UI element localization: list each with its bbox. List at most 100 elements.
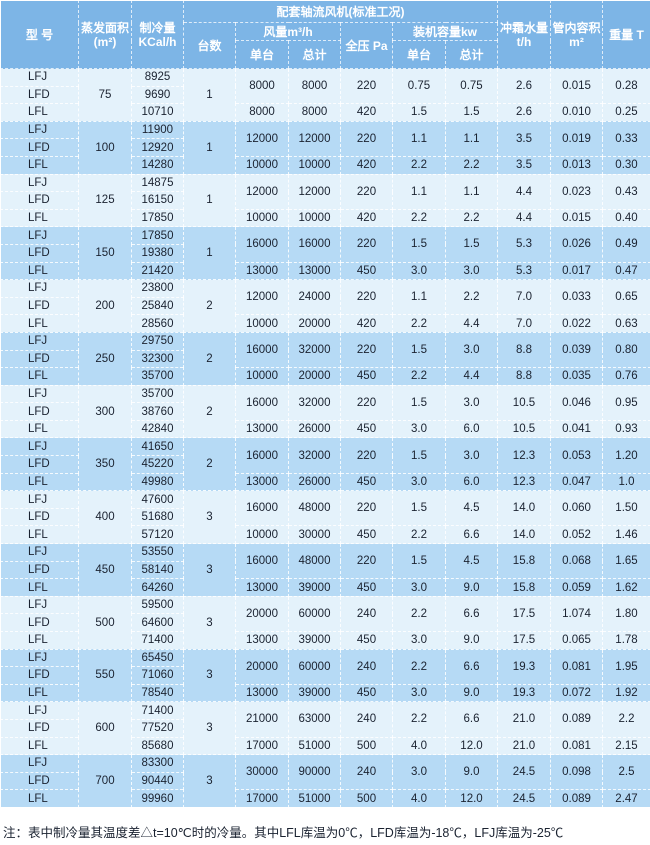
airflow-total-cell: 63000 <box>288 701 341 738</box>
table-row: LFL 14280 10000 10000 420 2.2 2.2 3.5 0.013 0.30 <box>0 155 650 175</box>
pressure-cell: 220 <box>340 279 393 316</box>
pressure-cell: 450 <box>340 631 393 650</box>
header-units: 台数 <box>183 22 236 69</box>
cooling-cell: 58140 <box>131 560 184 580</box>
header-pressure: 全压 Pa <box>340 22 393 69</box>
weight-cell: 1.62 <box>602 578 650 597</box>
weight-cell: 0.25 <box>602 103 650 122</box>
model-cell: LFL <box>0 736 79 756</box>
pressure-cell: 220 <box>340 120 393 157</box>
defrost-cell: 17.5 <box>497 631 551 650</box>
table-row: LFD 38760 <box>0 402 650 421</box>
weight-cell: 0.33 <box>602 120 650 157</box>
area-cell: 500 <box>78 595 132 650</box>
power-single-cell: 1.5 <box>392 543 446 580</box>
airflow-single-cell: 17000 <box>235 736 289 756</box>
model-cell: LFJ <box>0 754 79 773</box>
cooling-cell: 21420 <box>131 261 184 281</box>
airflow-total-cell: 26000 <box>288 419 341 439</box>
cooling-cell: 8925 <box>131 68 184 87</box>
weight-cell: 1.0 <box>602 472 650 492</box>
cooling-cell: 51680 <box>131 507 184 527</box>
table-row: LFL 99960 17000 51000 500 4.0 12.0 24.5 0.089 2.4… <box>0 789 650 808</box>
power-total-cell: 2.2 <box>445 208 498 228</box>
cooling-cell: 90440 <box>131 771 184 791</box>
model-cell: LFL <box>0 419 79 439</box>
airflow-total-cell: 13000 <box>288 261 341 281</box>
pressure-cell: 420 <box>340 103 393 122</box>
model-cell: LFD <box>0 402 79 421</box>
power-total-cell: 6.6 <box>445 648 498 685</box>
model-cell: LFJ <box>0 226 79 245</box>
table-body: LFJ 75 8925 1 8000 8000 220 0.75 0.75 2.6 0.015 0.2… <box>0 67 650 808</box>
footnote: 注：表中制冷量其温度差△t=10℃时的冷量。其中LFL库温为0℃，LFD库温为-… <box>3 826 564 840</box>
pressure-cell: 220 <box>340 67 393 105</box>
cooling-cell: 64600 <box>131 613 184 632</box>
defrost-cell: 12.3 <box>497 472 551 492</box>
power-single-cell: 1.5 <box>392 103 446 122</box>
power-single-cell: 1.1 <box>392 120 446 157</box>
table-row: LFJ 350 41650 2 16000 32000 220 1.5 3.0 12.3 0.053… <box>0 437 650 492</box>
airflow-single-cell: 16000 <box>235 226 289 263</box>
weight-cell: 0.76 <box>602 367 650 386</box>
weight-cell: 0.47 <box>602 261 650 281</box>
defrost-cell: 5.3 <box>497 261 551 281</box>
airflow-single-cell: 13000 <box>235 419 289 439</box>
table-row: LFD 16150 <box>0 191 650 210</box>
model-cell: LFJ <box>0 437 79 457</box>
table-row: LFD 58140 <box>0 560 650 580</box>
pressure-cell: 450 <box>340 367 393 386</box>
defrost-cell: 24.5 <box>497 789 551 808</box>
table-row: LFL 78540 13000 39000 450 3.0 9.0 19.3 0.072 1.92 <box>0 683 650 703</box>
airflow-single-cell: 10000 <box>235 155 289 175</box>
defrost-cell: 14.0 <box>497 490 551 527</box>
table-row: LFJ 100 11900 1 12000 12000 220 1.1 1.1 3.5 0.019 0… <box>0 120 650 175</box>
units-cell: 1 <box>183 68 236 122</box>
volume-cell: 0.022 <box>550 314 603 333</box>
model-cell: LFD <box>0 666 79 685</box>
cooling-cell: 64260 <box>131 578 184 597</box>
weight-cell: 2.2 <box>602 701 650 738</box>
model-cell: LFJ <box>0 384 79 404</box>
power-single-cell: 2.2 <box>392 701 446 738</box>
defrost-cell: 4.4 <box>497 173 551 210</box>
cooling-cell: 28560 <box>131 314 184 333</box>
pressure-cell: 240 <box>340 701 393 738</box>
airflow-total-cell: 60000 <box>288 648 341 685</box>
airflow-total-cell: 32000 <box>288 331 341 369</box>
area-cell: 100 <box>78 120 132 175</box>
volume-cell: 0.010 <box>550 103 603 122</box>
defrost-cell: 8.8 <box>497 331 551 369</box>
weight-cell: 0.49 <box>602 226 650 263</box>
table-row: LFL 57120 10000 30000 450 2.2 6.6 14.0 0.052 1.46 <box>0 525 650 545</box>
units-cell: 3 <box>183 701 236 756</box>
weight-cell: 1.46 <box>602 525 650 545</box>
model-cell: LFJ <box>0 595 79 615</box>
defrost-cell: 5.3 <box>497 226 551 263</box>
airflow-total-cell: 39000 <box>288 683 341 703</box>
model-cell: LFL <box>0 472 79 492</box>
defrost-cell: 3.5 <box>497 120 551 157</box>
units-cell: 1 <box>183 173 236 228</box>
units-cell: 3 <box>183 648 236 703</box>
model-cell: LFD <box>0 349 79 369</box>
power-total-cell: 1.1 <box>445 173 498 210</box>
airflow-total-cell: 10000 <box>288 155 341 175</box>
model-cell: LFL <box>0 208 79 228</box>
pressure-cell: 450 <box>340 472 393 492</box>
header-defrost: 冲霜水量 t/h <box>497 0 551 69</box>
power-total-cell: 3.0 <box>445 437 498 474</box>
model-cell: LFJ <box>0 279 79 298</box>
power-single-cell: 3.0 <box>392 261 446 281</box>
volume-cell: 0.089 <box>550 701 603 738</box>
airflow-single-cell: 13000 <box>235 631 289 650</box>
power-total-cell: 4.5 <box>445 543 498 580</box>
airflow-total-cell: 39000 <box>288 578 341 597</box>
volume-cell: 1.074 <box>550 595 603 633</box>
model-cell: LFL <box>0 789 79 808</box>
volume-cell: 0.089 <box>550 789 603 808</box>
table-row: LFD 32300 <box>0 349 650 369</box>
model-cell: LFJ <box>0 701 79 720</box>
airflow-total-cell: 51000 <box>288 789 341 808</box>
model-cell: LFL <box>0 261 79 281</box>
